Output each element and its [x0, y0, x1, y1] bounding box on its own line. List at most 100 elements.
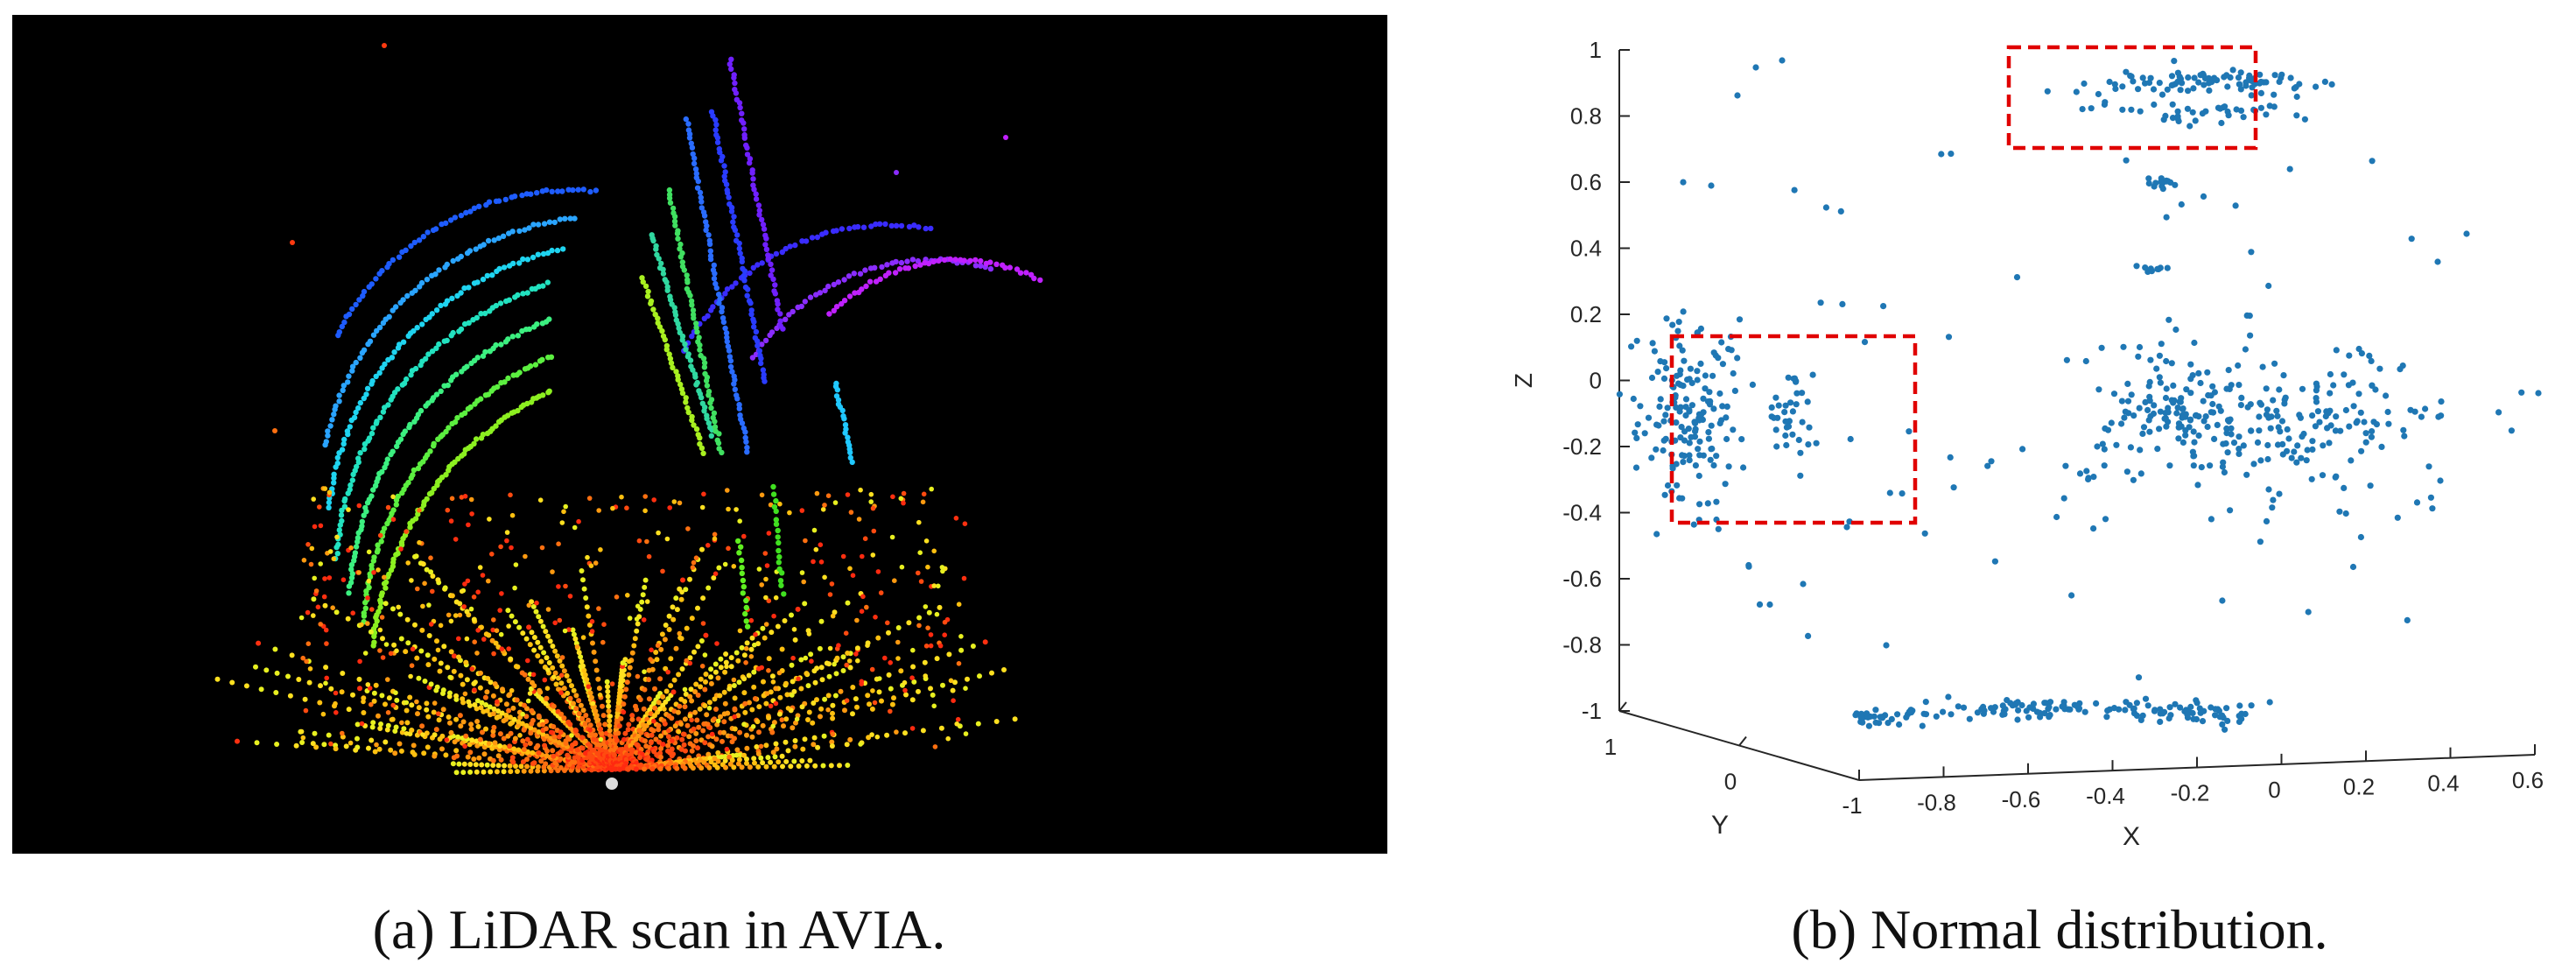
data-point [2257, 71, 2264, 78]
data-point [2119, 106, 2126, 113]
data-point [2242, 346, 2249, 353]
data-point [2076, 470, 2084, 477]
data-point [2349, 563, 2357, 571]
x-tick-label: -0.6 [2002, 786, 2041, 813]
data-point [1896, 721, 1903, 728]
data-point [2332, 427, 2339, 434]
data-point [2222, 440, 2229, 447]
data-point [2136, 343, 2144, 351]
data-point [2366, 352, 2373, 359]
data-point [2378, 443, 2385, 450]
data-point [2093, 700, 2100, 707]
data-point [2156, 426, 2163, 433]
x-tick-label: 0.4 [2427, 770, 2459, 797]
highlight-box-left [1669, 334, 1918, 525]
data-point [2247, 332, 2254, 339]
data-point [2362, 439, 2369, 446]
data-point [2156, 374, 2163, 381]
data-point [1660, 447, 1667, 454]
data-point [2088, 105, 2095, 112]
data-point [1730, 369, 1737, 377]
data-point [2321, 78, 2328, 85]
data-point [2394, 514, 2401, 521]
data-point [2062, 462, 2069, 469]
axes: 1 0.8 0.6 0.4 0.2 0 -0.2 -0.4 -0.6 -0.8 -1 -1 -0.8 -0… [1510, 37, 2544, 851]
data-point [2367, 482, 2374, 489]
data-point [2270, 397, 2277, 404]
data-point [2309, 446, 2316, 453]
scatter-plot: 1 0.8 0.6 0.4 0.2 0 -0.2 -0.4 -0.6 -0.8 -1 -1 -0.8 -0… [1510, 37, 2544, 851]
data-point [2184, 105, 2191, 112]
data-point [1843, 524, 1850, 531]
data-point [2025, 714, 2032, 721]
data-point [2041, 700, 2048, 707]
data-point [2264, 441, 2271, 449]
data-point [1633, 434, 1640, 441]
data-point [2265, 486, 2272, 493]
data-point [2061, 706, 2068, 713]
data-point [2192, 117, 2199, 124]
data-point [2236, 446, 2243, 453]
data-point [2011, 701, 2019, 708]
data-point [2179, 414, 2186, 421]
data-point [1716, 390, 1723, 398]
data-point [2135, 674, 2143, 681]
data-point [1799, 419, 1806, 426]
data-point [1938, 151, 1945, 158]
data-point [2139, 712, 2146, 719]
data-point [2133, 700, 2140, 707]
z-tick-label: -0.4 [1562, 500, 1602, 526]
data-point [2413, 499, 2421, 506]
data-point [1723, 435, 1730, 443]
data-point [2223, 425, 2230, 433]
data-point [1773, 443, 1780, 450]
data-point [2063, 356, 2070, 363]
data-point [2081, 708, 2088, 715]
data-point [2147, 356, 2154, 363]
data-point [1648, 454, 1655, 461]
data-point [1800, 580, 1807, 588]
z-tick-label: 0 [1590, 368, 1602, 394]
data-point [2385, 420, 2392, 427]
data-point [2346, 423, 2353, 430]
data-point [1791, 186, 1798, 193]
data-point [1663, 365, 1670, 372]
data-point [2214, 421, 2221, 428]
data-point [2175, 435, 2182, 442]
data-point [2175, 420, 2183, 427]
data-point [2172, 181, 2179, 188]
y-tick [1618, 701, 1627, 712]
data-point [2235, 74, 2243, 81]
data-point [2178, 395, 2185, 402]
data-point [2407, 406, 2414, 413]
data-point [1725, 463, 1732, 470]
data-point [2207, 462, 2214, 469]
data-point [1781, 409, 1788, 416]
x-tick-label: -0.8 [1917, 789, 1956, 815]
data-point [2163, 214, 2170, 221]
data-point [1722, 481, 1729, 488]
data-point [1789, 408, 1796, 415]
data-point [2276, 490, 2283, 497]
data-point [2291, 448, 2298, 455]
data-point [2002, 706, 2009, 713]
data-point [1756, 601, 1764, 609]
data-point [1921, 530, 1928, 537]
data-point [1677, 367, 1684, 374]
data-point [2104, 707, 2111, 714]
data-point [1903, 714, 1910, 721]
data-point [1797, 449, 1804, 456]
data-point [2408, 236, 2415, 243]
data-point [1865, 722, 1872, 729]
x-tick-label: 0 [2268, 777, 2280, 803]
data-point [2144, 702, 2151, 709]
data-point [2090, 474, 2097, 481]
data-point [1864, 710, 1871, 717]
data-point [1654, 369, 1661, 376]
data-point [2168, 360, 2175, 367]
data-point [1692, 462, 1699, 469]
data-point [2137, 447, 2144, 454]
data-point [1822, 204, 1829, 211]
data-point [2271, 72, 2278, 79]
data-point [2257, 104, 2264, 111]
